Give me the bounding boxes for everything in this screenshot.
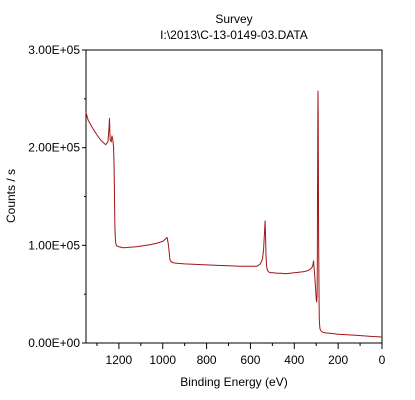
series-line bbox=[85, 90, 383, 338]
y-tick-label: 3.00E+05 bbox=[28, 43, 80, 57]
y-tick-label: 2.00E+05 bbox=[28, 141, 80, 155]
x-tick-label: 1000 bbox=[149, 353, 176, 367]
x-axis: 1200 1000 800 600 400 200 0 bbox=[96, 343, 386, 367]
x-axis-label: Binding Energy (eV) bbox=[180, 375, 287, 389]
x-tick-label: 800 bbox=[197, 353, 217, 367]
y-tick-label: 0.00E+00 bbox=[28, 336, 80, 350]
y-tick-label: 1.00E+05 bbox=[28, 238, 80, 252]
series-layer bbox=[85, 90, 383, 338]
x-tick-label: 400 bbox=[284, 353, 304, 367]
x-tick-label: 200 bbox=[328, 353, 348, 367]
x-tick-label: 1200 bbox=[106, 353, 133, 367]
y-axis: 0.00E+00 1.00E+05 2.00E+05 3.00E+05 bbox=[28, 43, 86, 350]
plot-area-frame bbox=[85, 49, 383, 344]
y-axis-label: Counts / s bbox=[4, 169, 18, 223]
chart-title: Survey bbox=[215, 12, 252, 26]
x-tick-label: 600 bbox=[240, 353, 260, 367]
x-tick-label: 0 bbox=[379, 353, 386, 367]
chart-subtitle: I:\2013\C-13-0149-03.DATA bbox=[160, 28, 308, 42]
